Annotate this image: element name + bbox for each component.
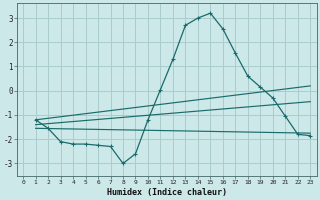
X-axis label: Humidex (Indice chaleur): Humidex (Indice chaleur) (107, 188, 227, 197)
